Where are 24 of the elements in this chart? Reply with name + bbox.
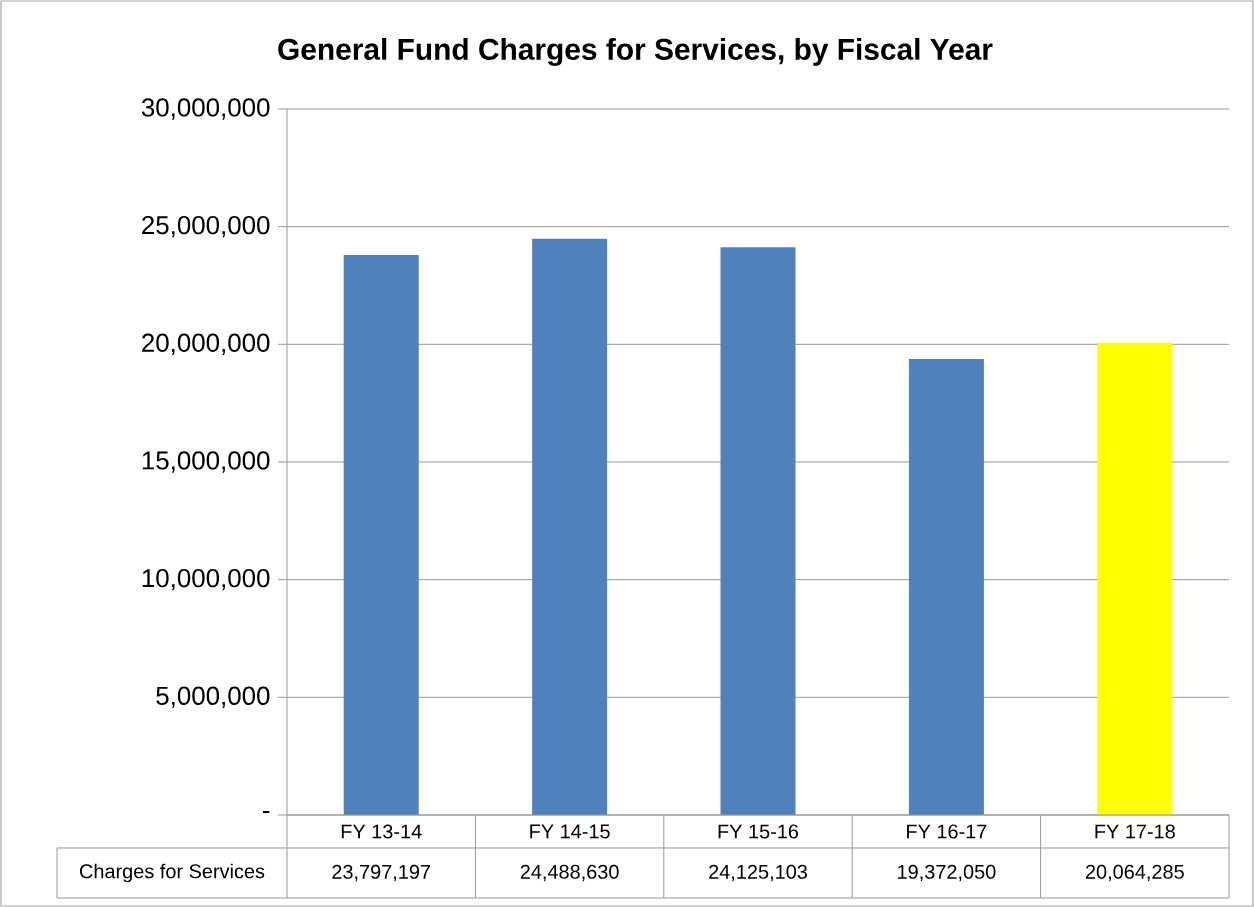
text: Charges for Services [80,863,265,883]
data-label: 19,372,050 [898,864,996,882]
y-tick-label: 10,000,000 [142,568,270,591]
data-label: 23,797,197 [332,864,431,882]
bar [532,238,608,815]
y-tick-label: 15,000,000 [142,451,270,473]
data-label: 24,125,103 [709,864,807,882]
bar [908,359,984,815]
x-tick-label: FY 14-15 [530,824,610,839]
x-tick-label: FY 13-14 [341,824,422,839]
chart-title: General Fund Charges for Services, by Fiscal Year [278,37,993,66]
bar [1097,342,1173,815]
y-tick-label: - [263,811,270,814]
y-tick-label: 20,000,000 [142,333,270,356]
x-tick-label: FY 16-17 [907,824,987,839]
x-tick-label: FY 17-18 [1095,824,1175,839]
data-label: 24,488,630 [520,864,619,882]
x-tick-label: FY 15-16 [718,824,799,839]
y-tick-label: 30,000,000 [141,98,270,120]
data-label: 20,064,285 [1085,864,1184,882]
y-tick-label: 5,000,000 [156,686,270,709]
y-tick-label: 25,000,000 [142,215,270,238]
bar [343,254,419,815]
bar [720,247,796,815]
